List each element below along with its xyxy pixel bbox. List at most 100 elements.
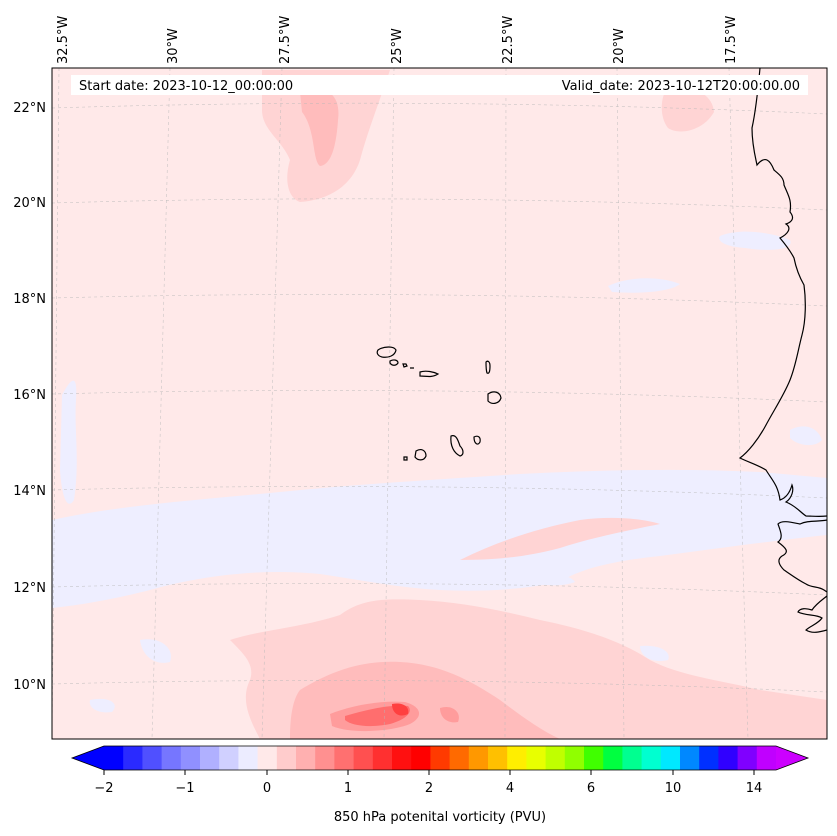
colorbar-segment (622, 746, 643, 770)
lat-label-22n: 22°N (13, 101, 46, 116)
colorbar-segment (680, 746, 700, 770)
colorbar-segment (123, 746, 143, 770)
island-fogo (414, 449, 427, 461)
lon-label-25w: 25°W (390, 28, 405, 64)
colorbar-segment (545, 746, 566, 770)
parallel-18n (52, 294, 827, 307)
lat-label-12n: 12°N (13, 581, 46, 596)
map-frame (51, 67, 828, 740)
negative-pv-patch-east-3 (790, 426, 822, 446)
meridian-17-5w (728, 68, 749, 739)
negative-pv-patch-south (140, 639, 171, 663)
colorbar-segment (584, 746, 604, 770)
lat-label-16n: 16°N (13, 388, 46, 403)
colorbar-segment (353, 746, 374, 770)
colorbar-title: 850 hPa potenital vorticity (PVU) (334, 810, 546, 825)
island-santa-luzia (402, 363, 408, 368)
lat-label-10n: 10°N (13, 678, 46, 693)
island-sao-nicolau (410, 367, 440, 378)
colorbar-tick-label: 4 (506, 781, 514, 796)
positive-pv-core-4 (440, 706, 459, 723)
colorbar-segment (372, 746, 393, 770)
colorbar-segment (161, 746, 182, 770)
colorbar-tick-label: −2 (94, 781, 113, 796)
negative-pv-patch-east-2 (608, 278, 680, 293)
colorbar-segment (526, 746, 547, 770)
lat-label-18n: 18°N (13, 292, 46, 307)
colorbar-segment (699, 746, 719, 770)
negative-pv-band-central (52, 469, 827, 608)
colorbar-segment (276, 746, 297, 770)
island-boa-vista (487, 391, 502, 404)
lon-label-32-5w: 32.5°W (56, 16, 71, 64)
colorbar-segment (430, 746, 451, 770)
guinea-coastline (797, 595, 827, 633)
lat-label-14n: 14°N (13, 484, 46, 499)
lon-label-30w: 30°W (166, 28, 181, 64)
negative-pv-patch-southeast (640, 645, 669, 662)
island-brava (403, 456, 408, 461)
colorbar-segment (468, 746, 489, 770)
colorbar-segment (142, 746, 163, 770)
colorbar-outline (70, 745, 810, 771)
colorbar-segment (507, 746, 527, 770)
colorbar-ticks (103, 770, 755, 775)
colorbar-tick-label: 1 (344, 781, 352, 796)
colorbar: −2 −1 0 1 2 4 6 10 14 850 hPa potenital … (70, 745, 810, 825)
cape-verde-islands (376, 346, 502, 461)
island-sal (485, 360, 491, 374)
colorbar-segment (488, 746, 508, 770)
parallel-12n (52, 583, 827, 596)
colorbar-segment (104, 746, 124, 770)
colorbar-segment (238, 746, 259, 770)
colorbar-tick-label: −1 (175, 781, 194, 796)
start-date-label: Start date: 2023-10-12_00:00:00 (79, 79, 293, 94)
colorbar-segment (411, 746, 431, 770)
lon-label-20w: 20°W (612, 28, 627, 64)
guinea-bissau-coastline (776, 519, 827, 593)
graticule (52, 68, 827, 739)
colorbar-segment (603, 746, 623, 770)
lat-label-20n: 20°N (13, 196, 46, 211)
colorbar-segment (564, 746, 585, 770)
negative-pv-patch-mid (520, 572, 575, 586)
colorbar-segment (392, 746, 412, 770)
parallel-20n (52, 198, 827, 211)
parallel-16n (52, 390, 827, 403)
colorbar-tick-labels: −2 −1 0 1 2 4 6 10 14 (94, 781, 762, 796)
colorbar-segment (641, 746, 662, 770)
lon-label-17-5w: 17.5°W (724, 16, 739, 64)
colorbar-segment (315, 746, 335, 770)
parallel-22n (52, 102, 827, 115)
positive-pv-regions (230, 70, 827, 739)
date-header-box (71, 75, 808, 95)
valid-date-label: Valid_date: 2023-10-12T20:00:00.00 (562, 79, 800, 94)
colorbar-segments (104, 746, 777, 770)
lon-label-22-5w: 22.5°W (501, 16, 516, 64)
longitude-labels: 32.5°W 30°W 27.5°W 25°W 22.5°W 20°W 17.5… (56, 16, 739, 64)
colorbar-segment (296, 746, 316, 770)
positive-pv-streak-central (460, 517, 660, 560)
colorbar-segment (449, 746, 470, 770)
island-santo-antao (376, 346, 397, 358)
colorbar-tick-label: 2 (425, 781, 433, 796)
colorbar-segment (219, 746, 239, 770)
parallel-14n (52, 486, 827, 499)
lon-label-27-5w: 27.5°W (278, 16, 293, 64)
west-africa-coastline (738, 68, 827, 518)
colorbar-tick-label: 10 (665, 781, 682, 796)
latitude-labels: 22°N 20°N 18°N 16°N 14°N 12°N 10°N (13, 101, 46, 693)
positive-pv-patch-northeast (661, 88, 714, 132)
meridian-30w (151, 68, 171, 739)
colorbar-segment (718, 746, 739, 770)
island-sao-vicente (389, 359, 399, 366)
colorbar-segment (737, 746, 758, 770)
positive-pv-plume-north-core (300, 88, 339, 166)
colorbar-segment (660, 746, 681, 770)
meridian-32-5w (52, 68, 60, 739)
colorbar-tick-label: 0 (263, 781, 271, 796)
meridian-27-5w (261, 68, 283, 739)
colorbar-segment (200, 746, 220, 770)
meridian-25w (383, 68, 395, 739)
island-santiago (450, 435, 464, 457)
